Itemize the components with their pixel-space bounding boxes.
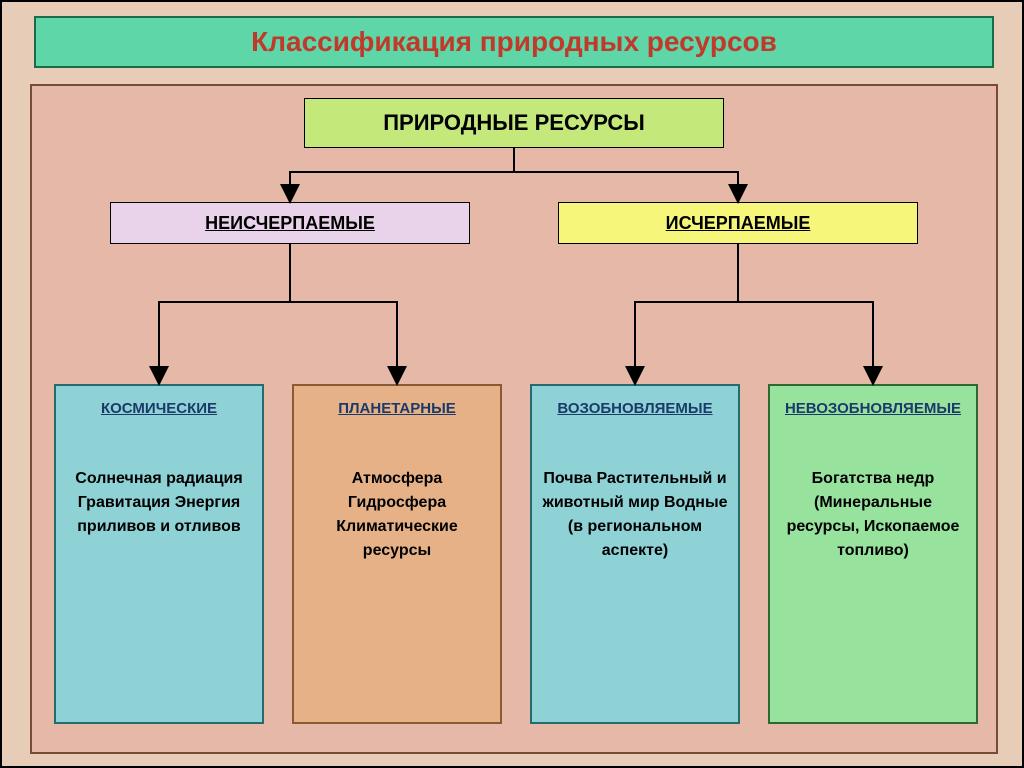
- leaf-node-2: ВОЗОБНОВЛЯЕМЫЕ Почва Растительный и живот…: [530, 384, 740, 724]
- diagram-canvas: Классификация природных ресурсов ПРИРОДНЫ…: [0, 0, 1024, 768]
- root-label: ПРИРОДНЫЕ РЕСУРСЫ: [383, 110, 645, 136]
- category-label: НЕИСЧЕРПАЕМЫЕ: [205, 213, 375, 234]
- leaf-title: ПЛАНЕТАРНЫЕ: [338, 400, 456, 417]
- title-banner: Классификация природных ресурсов: [34, 16, 994, 68]
- category-node-0: НЕИСЧЕРПАЕМЫЕ: [110, 202, 470, 244]
- leaf-node-1: ПЛАНЕТАРНЫЕ Атмосфера Гидросфера Климатич…: [292, 384, 502, 724]
- leaf-body: Почва Растительный и животный мир Водные…: [542, 467, 728, 563]
- leaf-body: Атмосфера Гидросфера Климатические ресур…: [304, 467, 490, 563]
- leaf-node-0: КОСМИЧЕСКИЕ Солнечная радиация Гравитация…: [54, 384, 264, 724]
- leaf-body: Богатства недр (Минеральные ресурсы, Иск…: [780, 467, 966, 563]
- leaf-title: КОСМИЧЕСКИЕ: [101, 400, 217, 417]
- category-node-1: ИСЧЕРПАЕМЫЕ: [558, 202, 918, 244]
- title-text: Классификация природных ресурсов: [251, 26, 777, 58]
- leaf-title: ВОЗОБНОВЛЯЕМЫЕ: [557, 400, 712, 417]
- root-node: ПРИРОДНЫЕ РЕСУРСЫ: [304, 98, 724, 148]
- leaf-body: Солнечная радиация Гравитация Энергия пр…: [66, 467, 252, 539]
- leaf-title: НЕВОЗОБНОВЛЯЕМЫЕ: [785, 400, 961, 417]
- leaf-node-3: НЕВОЗОБНОВЛЯЕМЫЕ Богатства недр (Минераль…: [768, 384, 978, 724]
- category-label: ИСЧЕРПАЕМЫЕ: [666, 213, 811, 234]
